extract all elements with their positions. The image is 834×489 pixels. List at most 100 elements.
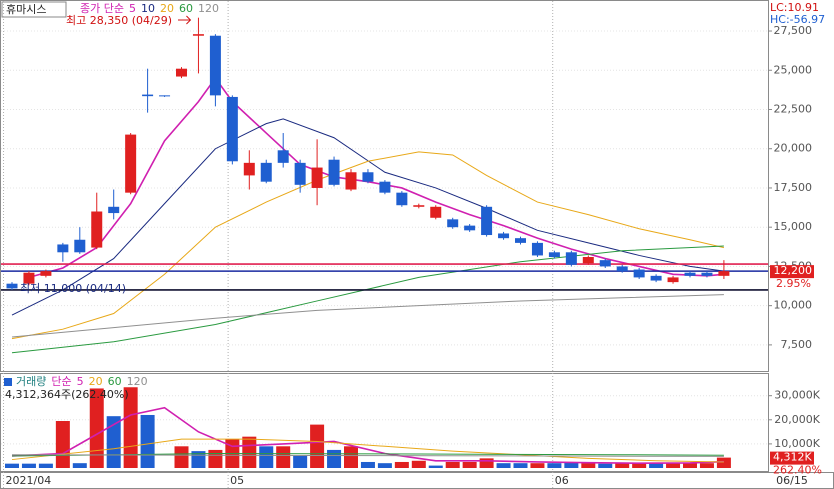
candle-body [74,239,86,253]
legend-entry: 5 [129,2,136,15]
volume-bar [666,463,681,468]
candle-body [192,34,204,36]
volume-bar [21,463,36,468]
volume-bar [55,421,70,468]
volume-bar [462,461,477,468]
volume-bar [496,463,511,468]
candle-body [396,192,408,206]
volume-bar [327,449,342,468]
candle-body [91,211,103,248]
candle-body [718,271,730,276]
legend-entry: 거래량 [16,375,46,388]
candle-body [379,181,391,193]
ma-line [11,151,725,340]
volume-bar [411,460,426,468]
volume-bar [344,446,358,468]
ma-line [11,406,724,464]
high-arrow [178,15,192,25]
candle-body [345,172,357,190]
y-tick-label: 27,500 [774,24,813,37]
candle-body [294,162,306,185]
volume-bar [598,463,613,468]
x-tick-label: 06 [555,474,569,487]
legend-entry: 10 [141,2,155,15]
candle-body [616,266,628,272]
volume-bar [5,463,19,468]
candle-body [209,35,221,96]
volume-badge: 4,312K [773,451,812,464]
volume-bar [377,463,392,468]
legend-entry: 5 [77,375,84,388]
y-tick-label: 20,000 [774,142,813,155]
volume-bar [632,463,647,468]
candle-body [582,257,594,264]
y-tick-label: 7,500 [781,338,813,351]
volume-bar [259,446,274,468]
ma-line [11,118,724,316]
lc-label: LC:10.91 [770,1,819,14]
candle-body [633,269,645,278]
volume-bar [683,463,697,468]
volume-bar [581,463,596,468]
volume-bar [615,463,630,468]
y-tick-label: 25,000 [774,63,813,76]
candle-body [548,252,560,258]
candle-body [23,272,35,284]
legend-entry: 단순 [51,375,71,388]
candle-body [599,260,611,267]
candle-body [328,159,340,185]
volume-bar [428,465,443,468]
change-label: 2.95% [776,277,811,290]
volume-bar [564,462,579,468]
price-badge: 12,200 [774,264,813,277]
x-tick-label: 05 [230,474,244,487]
candle-body [447,219,459,228]
legend-entry: 20 [160,2,174,15]
x-tick-label: 2021/04 [6,474,52,487]
candle-body [176,68,187,77]
volume-bar [445,461,460,468]
date-axis [0,472,834,489]
legend-entry: 20 [89,375,103,388]
candle-body [6,283,18,289]
ma-line [11,294,724,338]
volume-bar [208,449,223,468]
y-tick-label: 10,000K [774,437,820,450]
volume-bar [89,388,104,468]
legend-entry: 120 [198,2,219,15]
ma-line [11,453,724,457]
volume-bar [72,463,87,468]
price-badge-bg [770,265,814,279]
volume-bar [38,463,53,468]
ma-line [11,438,724,463]
candle-body [650,275,662,281]
candle-body [243,162,255,176]
legend-entry: 60 [108,375,122,388]
candle-body [226,96,238,162]
ma-line [11,454,724,457]
candle-body [311,167,323,188]
candle-body [142,94,154,97]
candle-body [159,95,171,97]
candle-body [260,162,272,182]
y-tick-label: 30,000K [774,389,820,402]
candle-body [464,225,476,231]
y-tick-label: 17,500 [774,181,813,194]
legend-box [4,378,12,386]
candle-body [125,134,137,193]
volume-bar [174,446,189,468]
volume-bar [547,463,562,468]
candle-body [498,233,510,239]
candle-body [430,206,442,218]
volume-bar [293,455,308,468]
candle-body [515,238,526,243]
candle-body [684,272,696,276]
candle-body [667,277,679,283]
candle-body [481,206,493,236]
volume-bar [140,414,155,468]
y-tick-label: 10,000 [774,299,813,312]
legend-entry: 120 [127,375,148,388]
title-box [1,1,67,18]
volume-bar [394,461,409,468]
